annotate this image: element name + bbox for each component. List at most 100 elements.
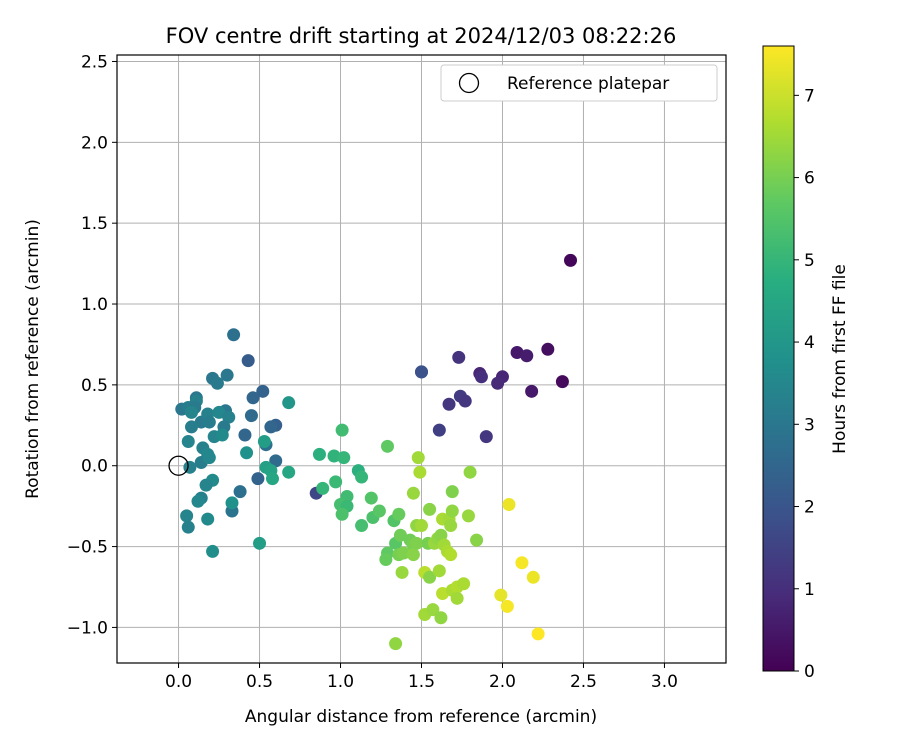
y-tick-label: −1.0 (67, 618, 108, 638)
colorbar-tick-label: 7 (804, 86, 815, 106)
data-point (445, 504, 459, 518)
x-tick-label: 1.0 (327, 672, 354, 692)
y-tick-label: 0.0 (81, 457, 108, 477)
data-point (410, 536, 424, 550)
data-point (220, 368, 234, 382)
colorbar-label: Hours from first FF file (830, 264, 850, 454)
data-point (181, 434, 195, 448)
y-tick-label: 1.5 (81, 214, 108, 234)
data-point (185, 405, 199, 419)
data-point (555, 375, 569, 389)
x-tick-label: 1.5 (408, 672, 435, 692)
y-axis-label: Rotation from reference (arcmin) (23, 219, 43, 499)
reference-point (168, 455, 189, 476)
data-point (257, 434, 271, 448)
data-point (256, 384, 270, 398)
y-tick-label: 0.5 (81, 376, 108, 396)
colorbar-ticks: 0 1 2 3 4 5 6 7 (794, 86, 815, 682)
data-point (329, 475, 343, 489)
data-point (423, 570, 437, 584)
data-point (185, 420, 199, 434)
data-point (491, 376, 505, 390)
data-point (432, 564, 446, 578)
data-point (282, 396, 296, 410)
y-tick-label: −0.5 (67, 538, 108, 558)
data-point (327, 449, 341, 463)
data-point (244, 409, 258, 423)
data-point (389, 637, 403, 651)
data-point (432, 423, 446, 437)
data-point (337, 451, 351, 465)
data-point (393, 528, 407, 542)
x-tick-label: 3.0 (651, 672, 678, 692)
y-tick-label: 2.0 (81, 133, 108, 153)
data-point (470, 533, 484, 547)
data-point (222, 410, 236, 424)
data-point (395, 565, 409, 579)
data-point (240, 446, 254, 460)
data-point (413, 465, 427, 479)
data-point (251, 472, 265, 486)
data-point (206, 544, 220, 558)
data-point (463, 465, 477, 479)
data-point (264, 420, 278, 434)
data-point (355, 470, 369, 484)
data-point (202, 415, 216, 429)
data-point (364, 491, 378, 505)
data-point (212, 405, 226, 419)
data-points (175, 253, 578, 651)
colorbar-tick-label: 6 (804, 169, 815, 189)
data-point (335, 507, 349, 521)
data-point (411, 451, 425, 465)
data-point (181, 520, 195, 534)
data-point (452, 350, 466, 364)
chart-title: FOV centre drift starting at 2024/12/03 … (166, 24, 677, 48)
data-point (531, 627, 545, 641)
data-point (445, 485, 459, 499)
x-tick-label: 0.0 (165, 672, 192, 692)
data-point (241, 354, 255, 368)
data-point (199, 478, 213, 492)
legend-label: Reference platepar (507, 74, 669, 94)
x-tick-label: 2.0 (489, 672, 516, 692)
colorbar-tick-label: 3 (804, 415, 815, 435)
data-point (312, 447, 326, 461)
colorbar: 0 1 2 3 4 5 6 7 Hours from first FF file (762, 45, 850, 682)
x-axis-ticks: 0.0 0.5 1.0 1.5 2.0 2.5 3.0 (165, 663, 678, 692)
data-point (335, 423, 349, 437)
data-point (265, 472, 279, 486)
data-point (461, 509, 475, 523)
data-point (180, 509, 194, 523)
data-point (526, 570, 540, 584)
legend-marker-icon (458, 72, 480, 94)
data-point (372, 504, 386, 518)
data-point (225, 496, 239, 510)
data-point (479, 430, 493, 444)
data-point (434, 611, 448, 625)
y-tick-label: 2.5 (81, 52, 108, 72)
legend-box (440, 64, 718, 102)
data-point (415, 519, 428, 533)
data-point (355, 519, 369, 533)
data-point (515, 556, 529, 570)
data-point (423, 502, 437, 516)
y-axis-ticks: −1.0 −0.5 0.0 0.5 1.0 1.5 2.0 2.5 (67, 52, 117, 638)
reference-marker (168, 455, 189, 476)
colorbar-tick-label: 4 (804, 333, 815, 353)
data-point (191, 494, 205, 508)
data-point (520, 349, 534, 363)
legend: Reference platepar (440, 64, 718, 102)
colorbar-tick-label: 5 (804, 251, 815, 271)
data-point (457, 577, 471, 591)
data-point (380, 439, 394, 453)
data-point (406, 548, 420, 562)
data-point (238, 428, 252, 442)
data-point (406, 486, 420, 500)
data-point (444, 548, 458, 562)
colorbar-tick-label: 2 (804, 498, 815, 518)
data-point (227, 328, 241, 342)
y-tick-label: 1.0 (81, 295, 108, 315)
colorbar-tick-label: 1 (804, 580, 815, 600)
data-point (233, 485, 247, 499)
